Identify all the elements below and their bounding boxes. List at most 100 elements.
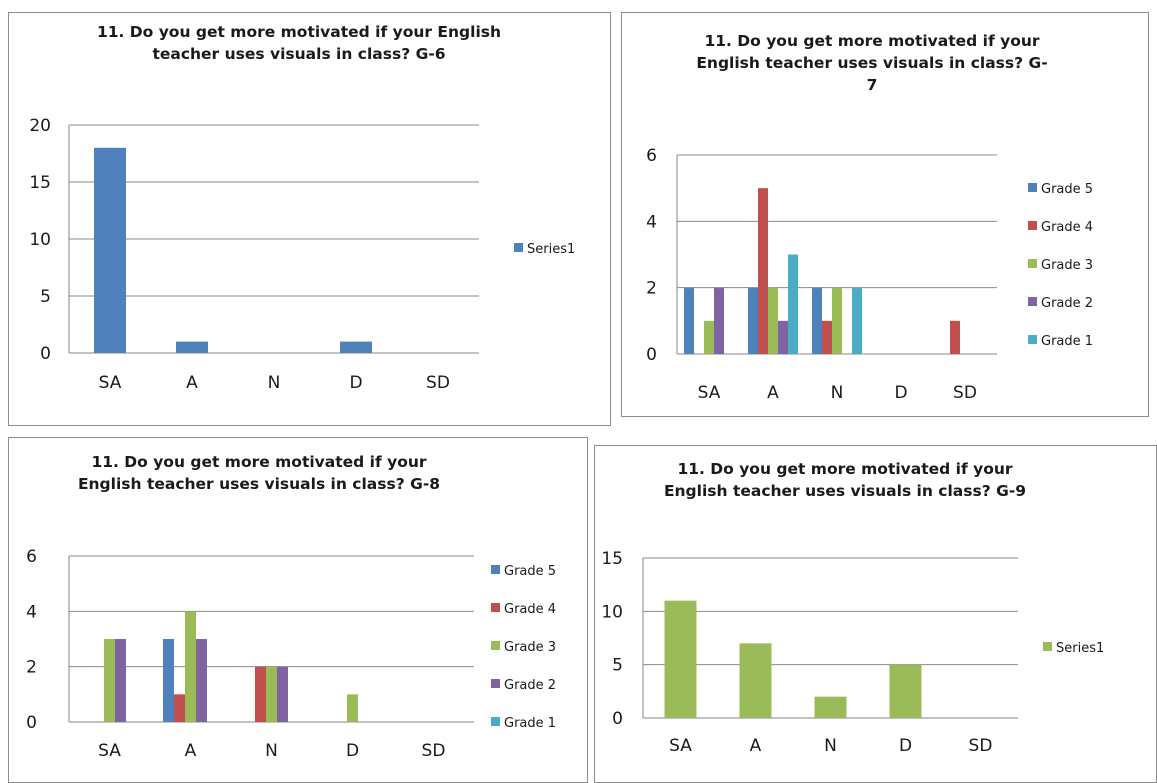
bar-series1-sa bbox=[94, 147, 126, 353]
legend-label: Grade 2 bbox=[504, 678, 556, 693]
bar-grade-2-a bbox=[196, 639, 207, 722]
legend-label: Grade 3 bbox=[504, 640, 556, 655]
bar-grade-4-n bbox=[822, 320, 832, 354]
legend-swatch bbox=[491, 603, 500, 612]
x-category-label: D bbox=[899, 736, 912, 756]
x-category-label: SA bbox=[669, 736, 692, 756]
bar-grade-3-n bbox=[832, 287, 842, 354]
chart-svg: 0 2 4 6 SA A N D SD Grade 5 Grade 4 Grade 3 Grade 2 G… bbox=[26, 547, 556, 761]
bar-series1-sa bbox=[664, 600, 697, 718]
bar-grade-2-n bbox=[277, 666, 288, 722]
x-category-label: D bbox=[349, 373, 362, 393]
x-category-label: A bbox=[186, 373, 198, 393]
chart-svg: 0 5 10 15 20 SA A N D SD Series1 bbox=[29, 116, 575, 393]
chart-title-line: teacher uses visuals in class? G-6 bbox=[152, 45, 446, 63]
x-category-label: SA bbox=[98, 741, 121, 761]
legend-swatch bbox=[1028, 183, 1037, 192]
chart-panel-g9: 11. Do you get more motivated if your Eng… bbox=[594, 445, 1157, 783]
chart-title-line: English teacher uses visuals in class? G… bbox=[77, 475, 441, 493]
x-category-label: SA bbox=[698, 383, 721, 403]
legend-label: Series1 bbox=[1056, 641, 1104, 656]
y-tick-label: 15 bbox=[29, 173, 51, 193]
chart-svg: 0 2 4 6 SA A N D SD Grade 5 Grade 4 Grade 3 Grade 2 G… bbox=[646, 146, 1093, 403]
y-tick-label: 0 bbox=[612, 709, 623, 729]
legend-swatch bbox=[1028, 335, 1037, 344]
bar-grade-5-sa bbox=[684, 287, 694, 354]
bar-series1-d bbox=[889, 664, 922, 718]
x-category-label: SD bbox=[422, 741, 446, 761]
legend-swatch bbox=[1028, 297, 1037, 306]
chart-title-line: 11. Do you get more motivated if your bbox=[91, 453, 427, 471]
legend-label: Grade 1 bbox=[504, 716, 556, 731]
x-category-label: N bbox=[268, 373, 281, 393]
chart-title-line: 11. Do you get more motivated if your En… bbox=[96, 23, 502, 41]
chart-panel-g7: 11. Do you get more motivated if your Eng… bbox=[621, 12, 1149, 417]
legend-swatch bbox=[1043, 642, 1052, 651]
y-tick-label: 4 bbox=[26, 602, 37, 622]
x-category-label: A bbox=[185, 741, 197, 761]
bar-grade-3-sa bbox=[704, 320, 714, 354]
bar-grade-1-a bbox=[788, 254, 798, 354]
y-tick-label: 4 bbox=[646, 212, 657, 232]
chart-panel-g8: 11. Do you get more motivated if your Eng… bbox=[8, 437, 588, 783]
bar-grade-3-d bbox=[347, 694, 358, 722]
legend-swatch bbox=[491, 565, 500, 574]
chart-title: 11. Do you get more motivated if your Eng… bbox=[622, 30, 1122, 96]
bar-grade-4-a bbox=[758, 188, 768, 354]
x-category-label: SD bbox=[953, 383, 977, 403]
y-tick-label: 2 bbox=[26, 658, 37, 678]
bar-series1-d bbox=[340, 341, 372, 353]
chart-title-line: 11. Do you get more motivated if your bbox=[704, 32, 1040, 50]
legend-label: Grade 3 bbox=[1041, 258, 1093, 273]
y-tick-label: 5 bbox=[612, 656, 623, 676]
bar-grade-4-sd bbox=[950, 320, 960, 354]
bar-grade-2-sa bbox=[714, 287, 724, 354]
chart-title: 11. Do you get more motivated if your Eng… bbox=[595, 458, 1095, 502]
legend-swatch bbox=[1028, 221, 1037, 230]
x-category-label: A bbox=[750, 736, 762, 756]
legend-swatch bbox=[1028, 259, 1037, 268]
y-tick-label: 0 bbox=[26, 713, 37, 733]
legend-label: Grade 1 bbox=[1041, 334, 1093, 349]
bar-grade-3-a bbox=[185, 611, 196, 722]
x-category-label: D bbox=[346, 741, 359, 761]
chart-title: 11. Do you get more motivated if your Eng… bbox=[9, 451, 509, 495]
y-tick-label: 2 bbox=[646, 279, 657, 299]
bar-grade-2-sa bbox=[115, 639, 126, 722]
bar-series1-a bbox=[739, 643, 772, 718]
y-tick-label: 6 bbox=[646, 146, 657, 166]
bar-grade-1-n bbox=[852, 287, 862, 354]
x-category-label: SA bbox=[99, 373, 122, 393]
legend-label: Series1 bbox=[527, 242, 575, 257]
y-tick-label: 20 bbox=[29, 116, 51, 136]
x-category-label: N bbox=[824, 736, 837, 756]
chart-svg: 0 5 10 15 SA A N D SD Series1 bbox=[601, 549, 1104, 756]
y-tick-label: 10 bbox=[29, 230, 51, 250]
chart-title: 11. Do you get more motivated if your En… bbox=[9, 21, 589, 65]
x-category-label: SD bbox=[426, 373, 450, 393]
chart-title-line: English teacher uses visuals in class? G… bbox=[696, 54, 1048, 72]
y-tick-label: 0 bbox=[40, 344, 51, 364]
legend-swatch bbox=[514, 243, 523, 252]
bar-grade-3-n bbox=[266, 666, 277, 722]
chart-title-line: 7 bbox=[866, 76, 878, 94]
bar-grade-5-a bbox=[748, 287, 758, 354]
bar-grade-2-a bbox=[778, 320, 788, 354]
chart-title-line: English teacher uses visuals in class? G… bbox=[663, 482, 1027, 500]
legend-label: Grade 5 bbox=[1041, 182, 1093, 197]
bar-grade-5-a bbox=[163, 639, 174, 722]
bar-series1-a bbox=[176, 341, 208, 353]
legend-label: Grade 5 bbox=[504, 564, 556, 579]
bar-grade-4-a bbox=[174, 694, 185, 722]
y-tick-label: 5 bbox=[40, 287, 51, 307]
legend-swatch bbox=[491, 717, 500, 726]
y-tick-label: 15 bbox=[601, 549, 623, 569]
legend-label: Grade 4 bbox=[504, 602, 556, 617]
y-tick-label: 0 bbox=[646, 345, 657, 365]
bar-grade-3-sa bbox=[104, 639, 115, 722]
legend-label: Grade 4 bbox=[1041, 220, 1093, 235]
bar-grade-3-a bbox=[768, 287, 778, 354]
bar-series1-n bbox=[814, 696, 847, 718]
x-category-label: A bbox=[767, 383, 779, 403]
x-category-label: N bbox=[265, 741, 278, 761]
